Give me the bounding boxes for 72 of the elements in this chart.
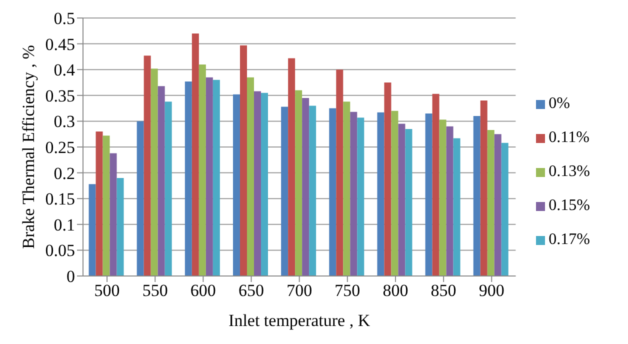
bar xyxy=(343,102,350,276)
bar xyxy=(309,106,316,276)
bar xyxy=(158,86,165,276)
legend-label: 0.11% xyxy=(548,129,590,146)
bar xyxy=(405,128,412,276)
y-tick-label: 0.15 xyxy=(45,190,75,209)
bar xyxy=(487,130,494,276)
bar xyxy=(198,64,206,276)
x-tick-label: 850 xyxy=(430,281,456,300)
bar xyxy=(110,153,117,276)
bar xyxy=(96,132,103,276)
bar xyxy=(212,80,220,276)
bar xyxy=(446,126,454,276)
bar xyxy=(288,58,296,276)
y-tick-label: 0.4 xyxy=(54,60,76,80)
bar xyxy=(384,82,392,276)
y-tick-label: 0.3 xyxy=(54,112,75,132)
bar xyxy=(473,116,480,276)
legend-label: 0.15% xyxy=(548,197,590,214)
bar xyxy=(206,77,213,276)
x-tick-label: 800 xyxy=(382,281,408,300)
bar xyxy=(377,112,384,276)
bar xyxy=(357,118,364,276)
bar xyxy=(295,90,302,276)
legend-label: 0% xyxy=(548,95,570,112)
bar xyxy=(494,134,502,276)
y-tick-label: 0.5 xyxy=(54,9,75,28)
legend-label: 0.17% xyxy=(548,231,590,248)
bar xyxy=(391,110,398,276)
bar xyxy=(136,121,144,276)
bar xyxy=(432,94,440,276)
y-tick-label: 0.35 xyxy=(45,86,75,106)
y-axis-title: Brake Thermal Efficiency , % xyxy=(19,45,38,249)
bar xyxy=(192,33,199,276)
bar xyxy=(501,142,508,276)
bar xyxy=(240,45,247,276)
bar xyxy=(102,136,110,276)
x-tick-label: 600 xyxy=(190,281,216,300)
y-tick-label: 0.45 xyxy=(45,34,75,54)
legend-label: 0.13% xyxy=(548,163,590,180)
bar xyxy=(302,98,310,276)
y-tick-label: 0 xyxy=(66,267,75,286)
y-tick-label: 0.05 xyxy=(45,241,75,260)
bar xyxy=(425,113,432,276)
y-tick-label: 0.2 xyxy=(54,164,75,183)
bar xyxy=(398,124,406,276)
bar xyxy=(150,68,158,276)
y-tick-label: 0.1 xyxy=(54,215,75,234)
bar xyxy=(164,102,172,276)
bar xyxy=(184,81,192,276)
bar xyxy=(439,120,446,276)
x-tick-label: 650 xyxy=(238,281,264,300)
y-tick-label: 0.25 xyxy=(45,138,75,158)
bar xyxy=(281,106,288,276)
bar xyxy=(88,184,96,276)
x-tick-label: 500 xyxy=(94,281,120,300)
bar xyxy=(116,178,124,276)
bar xyxy=(329,108,336,276)
bar xyxy=(232,94,240,276)
x-tick-label: 550 xyxy=(142,281,168,300)
x-axis-title: Inlet temperature , K xyxy=(228,311,371,330)
bar xyxy=(144,56,151,276)
bar xyxy=(480,100,488,276)
bar xyxy=(350,112,358,276)
bar xyxy=(246,77,254,276)
x-tick-label: 750 xyxy=(334,281,360,300)
bar xyxy=(254,91,261,276)
x-tick-label: 900 xyxy=(478,281,504,300)
bar xyxy=(453,138,460,276)
bar xyxy=(260,92,268,276)
bar xyxy=(336,70,344,276)
x-tick-label: 700 xyxy=(286,281,312,300)
